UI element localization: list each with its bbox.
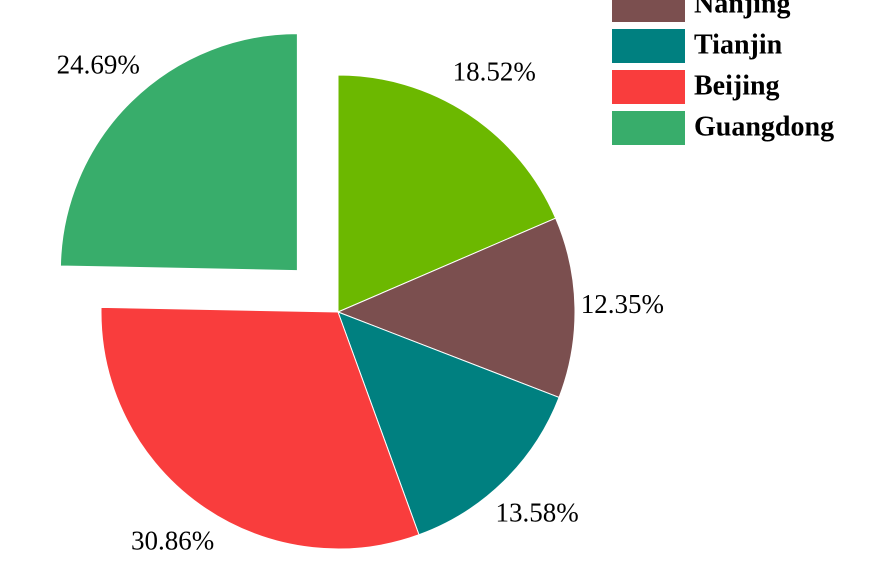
legend-swatch: [612, 0, 685, 22]
pie-slice: [337, 311, 560, 536]
pie-slice: [337, 74, 557, 313]
pie-slice: [100, 306, 420, 550]
pie-slice: [336, 217, 576, 399]
legend-label: Beijing: [694, 70, 780, 101]
legend-swatch: [612, 29, 685, 63]
slice-label: 13.58%: [495, 497, 578, 527]
slice-label: 18.52%: [453, 57, 536, 87]
legend-label: Tianjin: [694, 29, 783, 60]
slice-label: 12.35%: [581, 289, 664, 319]
slice-label: 24.69%: [57, 50, 140, 80]
legend-swatch: [612, 111, 685, 145]
pie-slice: [59, 33, 298, 272]
slice-label: 30.86%: [131, 526, 214, 556]
legend-label: Guangdong: [694, 111, 834, 142]
legend-label: Nanjing: [694, 0, 790, 19]
legend-swatch: [612, 70, 685, 104]
